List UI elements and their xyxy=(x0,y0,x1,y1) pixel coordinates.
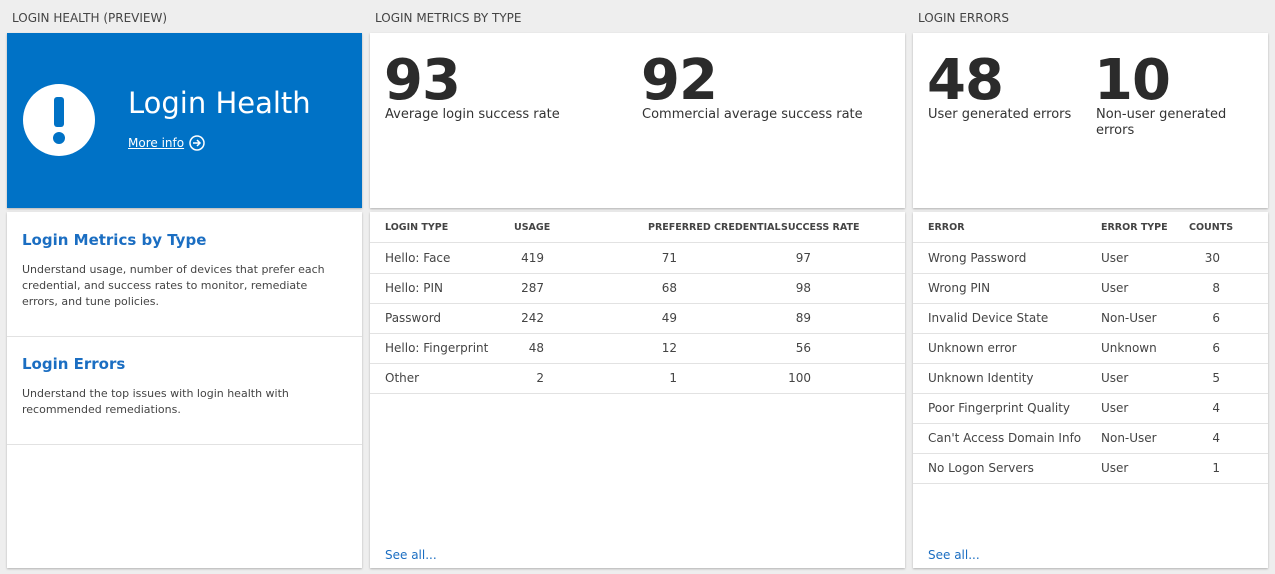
item-title[interactable]: Login Metrics by Type xyxy=(22,231,207,249)
table-cell: 98 xyxy=(795,281,811,295)
table-cell: 6 xyxy=(1212,341,1220,355)
table-cell: 2 xyxy=(536,371,544,385)
table-cell: Can't Access Domain Info xyxy=(928,431,1082,445)
table-cell: Hello: PIN xyxy=(385,281,444,295)
table-cell: Wrong PIN xyxy=(928,281,991,295)
kpi-label: Average login success rate xyxy=(385,107,560,122)
see-all-link[interactable]: See all... xyxy=(385,548,437,562)
table-cell: Hello: Fingerprint xyxy=(385,341,489,355)
table-cell: Non-User xyxy=(1101,311,1157,325)
table-tile: See all... LOGIN TYPE USAGE PREFERRED CRED… xyxy=(370,212,905,568)
table-cell: 4 xyxy=(1212,431,1220,445)
table-cell: User xyxy=(1101,401,1129,415)
table-cell: 89 xyxy=(795,311,811,325)
kpi-label: Commercial average success rate xyxy=(642,107,863,122)
column-header: USAGE xyxy=(514,222,551,233)
table-cell: Other xyxy=(385,371,420,385)
table-cell: No Logon Servers xyxy=(928,461,1034,475)
table-cell: Unknown xyxy=(1101,341,1157,355)
separator xyxy=(913,273,1268,274)
column-header: PREFERRED CREDENTIAL xyxy=(648,222,781,233)
table-cell: Unknown Identity xyxy=(928,371,1034,385)
table-cell: User xyxy=(1101,281,1129,295)
separator xyxy=(370,273,905,274)
table-cell: 4 xyxy=(1212,401,1220,415)
table-cell: 49 xyxy=(661,311,677,325)
kpi-tile: 93 Average login success rate 92 Commerc… xyxy=(370,33,905,208)
separator xyxy=(370,333,905,334)
separator xyxy=(913,393,1268,394)
separator xyxy=(913,333,1268,334)
table-cell: 56 xyxy=(795,341,811,355)
section-title: LOGIN METRICS BY TYPE xyxy=(375,11,522,25)
table-cell: 1 xyxy=(1212,461,1220,475)
hero-title: Login Health xyxy=(128,86,311,120)
item-text: Understand the top issues with login hea… xyxy=(22,387,289,416)
table-cell: Poor Fingerprint Quality xyxy=(928,401,1071,415)
separator xyxy=(913,483,1268,484)
separator xyxy=(370,393,905,394)
item-title[interactable]: Login Errors xyxy=(22,355,126,373)
see-all-link[interactable]: See all... xyxy=(928,548,980,562)
table-cell: Invalid Device State xyxy=(928,311,1049,325)
table-cell: 97 xyxy=(795,251,811,265)
kpi-value: 10 xyxy=(1094,48,1171,113)
more-info-link[interactable]: More info xyxy=(128,136,185,150)
table-cell: Non-User xyxy=(1101,431,1157,445)
separator xyxy=(913,303,1268,304)
kpi-value: 92 xyxy=(641,48,718,113)
column-header: ERROR xyxy=(928,222,965,233)
table-cell: 48 xyxy=(528,341,544,355)
kpi-label: Non-user generated errors xyxy=(1096,107,1227,138)
table-cell: 5 xyxy=(1212,371,1220,385)
kpi-value: 48 xyxy=(927,48,1004,113)
table-cell: Hello: Face xyxy=(385,251,451,265)
table-cell: 1 xyxy=(669,371,677,385)
kpi-label: User generated errors xyxy=(928,107,1072,122)
table-cell: Wrong Password xyxy=(928,251,1027,265)
separator xyxy=(370,303,905,304)
table-cell: 100 xyxy=(788,371,811,385)
table-cell: 71 xyxy=(661,251,677,265)
kpi-value: 93 xyxy=(384,48,461,113)
column-header: SUCCESS RATE xyxy=(781,222,860,233)
table-cell: User xyxy=(1101,371,1129,385)
section-title: LOGIN ERRORS xyxy=(918,11,1009,25)
table-cell: 68 xyxy=(661,281,677,295)
info-tile: Login Metrics by Type Understand usage, … xyxy=(7,212,362,568)
section-title: LOGIN HEALTH (PREVIEW) xyxy=(12,11,168,25)
separator xyxy=(7,444,362,445)
separator xyxy=(913,453,1268,454)
alert-icon xyxy=(23,84,95,156)
separator xyxy=(913,242,1268,243)
kpi-tile: 48 User generated errors 10 Non-user gen… xyxy=(913,33,1268,208)
column-header: ERROR TYPE xyxy=(1101,222,1168,233)
table-cell: User xyxy=(1101,251,1129,265)
table-cell: 30 xyxy=(1204,251,1220,265)
hero-tile[interactable]: Login Health More info xyxy=(7,33,362,208)
table-cell: Password xyxy=(385,311,442,325)
table-cell: 12 xyxy=(661,341,677,355)
arrow-icon[interactable] xyxy=(188,134,206,152)
table-cell: 8 xyxy=(1212,281,1220,295)
column-header: LOGIN TYPE xyxy=(385,222,449,233)
table-tile: See all... ERROR ERROR TYPE COUNTS Wrong Pa… xyxy=(913,212,1268,568)
separator xyxy=(913,363,1268,364)
table-cell: 242 xyxy=(521,311,544,325)
separator xyxy=(370,242,905,243)
separator xyxy=(913,423,1268,424)
table-cell: 287 xyxy=(521,281,544,295)
separator xyxy=(7,336,362,337)
table-cell: 6 xyxy=(1212,311,1220,325)
separator xyxy=(370,363,905,364)
table-cell: Unknown error xyxy=(928,341,1017,355)
column-header: COUNTS xyxy=(1189,222,1234,233)
item-text: Understand usage, number of devices that… xyxy=(22,263,325,308)
table-cell: User xyxy=(1101,461,1129,475)
table-cell: 419 xyxy=(521,251,544,265)
